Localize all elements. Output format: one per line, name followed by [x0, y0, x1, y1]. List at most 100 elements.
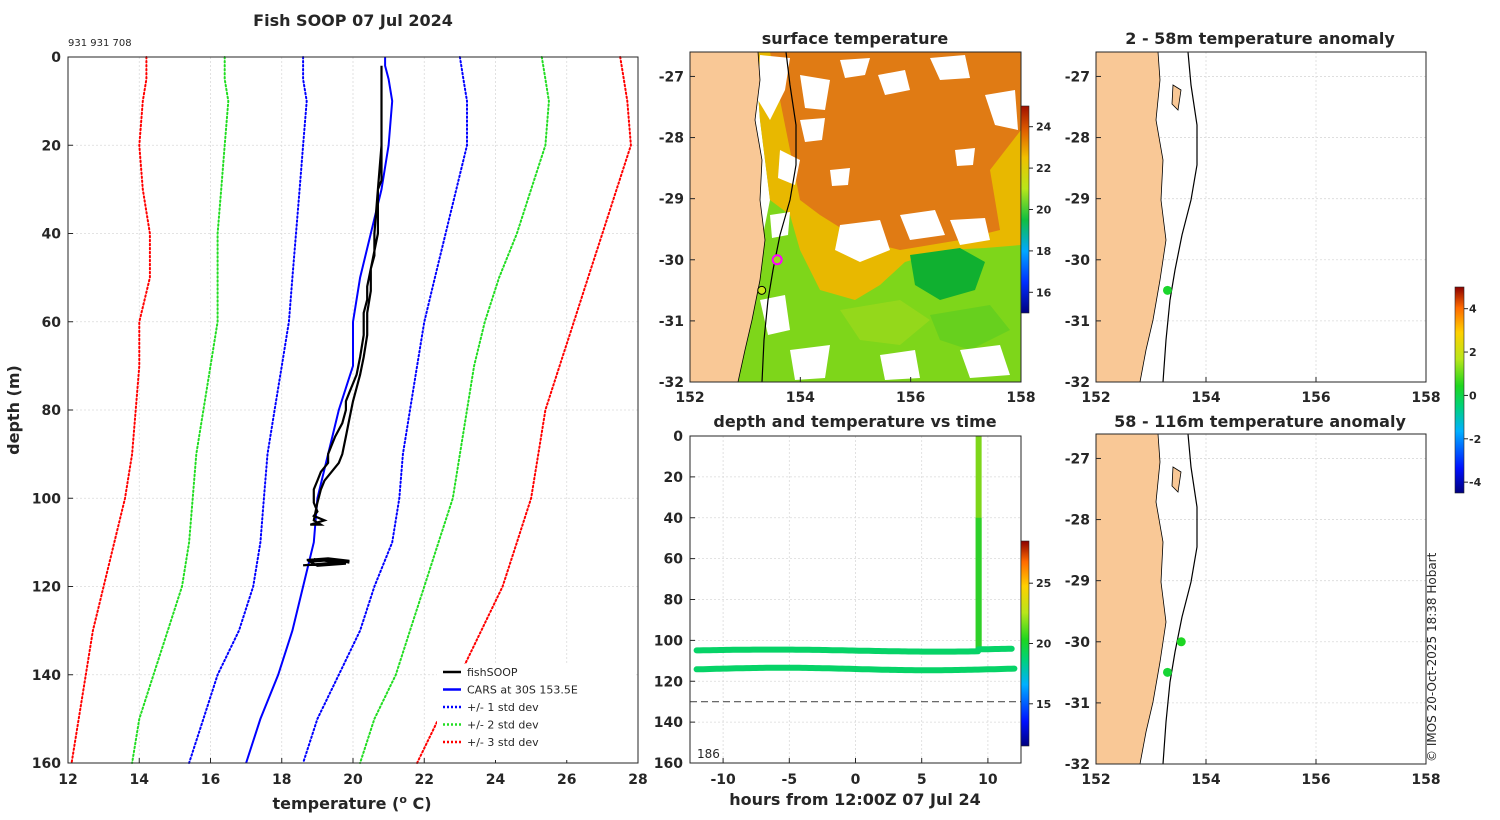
time-panel: depth and temperature vs time -10 -5 0 5 100… [654, 412, 1052, 809]
anomaly-shallow-land [1096, 52, 1167, 382]
time-x-tick: -10 [710, 772, 736, 788]
profile-ylabel: depth (m) [4, 365, 23, 455]
anomaly-deep-ticks: 152 154 156 158 -27 -28 -29 -30 -31 -32 [1065, 451, 1441, 788]
time-colorbar [1020, 540, 1030, 747]
time-x-tick: 0 [851, 772, 861, 788]
legend-label: fishSOOP [467, 666, 518, 679]
anomaly-deep-contour [1162, 434, 1198, 764]
time-track-after [975, 645, 1015, 653]
sst-field [736, 52, 1021, 382]
anomaly-deep-x-tick: 152 [1081, 772, 1110, 788]
sst-colorbar [1020, 105, 1030, 314]
time-colorbar-tick: 15 [1036, 698, 1051, 711]
sst-colorbar-tick: 18 [1036, 245, 1051, 258]
anomaly-shallow-axes-box [1095, 51, 1427, 383]
sst-x-tick: 156 [896, 390, 925, 406]
time-x-tick: 5 [917, 772, 927, 788]
profile-x-tick: 16 [201, 772, 220, 788]
profile-y-tick: 160 [32, 756, 61, 772]
time-title: depth and temperature vs time [713, 412, 996, 431]
anomaly-deep-title: 58 - 116m temperature anomaly [1114, 412, 1406, 431]
sst-colorbar-tick: 22 [1036, 162, 1051, 175]
profile-x-tick: 24 [486, 772, 506, 788]
anomaly-deep-y-tick: -30 [1065, 635, 1091, 651]
anomaly-colorbar-tick: -4 [1469, 476, 1482, 489]
anomaly-shallow-y-tick: -27 [1065, 69, 1090, 85]
sst-cold-patch [910, 248, 985, 300]
sst-position-marker [771, 254, 783, 266]
anomaly-shallow-x-tick: 154 [1191, 390, 1220, 406]
time-xlabel: hours from 12:00Z 07 Jul 24 [729, 790, 980, 809]
time-y-tick: 120 [654, 674, 683, 690]
profile-y-tick: 80 [42, 403, 62, 419]
profile-x-tick: 20 [343, 772, 363, 788]
anomaly-shallow-contour [1162, 52, 1198, 382]
sst-x-tick: 152 [675, 390, 704, 406]
profile-series--1-std-dev [188, 56, 308, 764]
anomaly-shallow-x-tick: 152 [1081, 390, 1110, 406]
anomaly-deep-y-tick: -31 [1065, 696, 1090, 712]
profile-x-tick: 18 [272, 772, 291, 788]
sst-shelf-contour [761, 52, 797, 382]
profile-series--3-std-dev [70, 56, 151, 764]
profile-ticks: 12 14 16 18 20 22 24 26 28 0 20 40 60 80 100 120 140 160 [32, 50, 648, 788]
anomaly-deep-point [1163, 667, 1172, 677]
anomaly-deep-panel: 58 - 116m temperature anomaly 152 154 156 1… [1065, 412, 1441, 788]
anomaly-shallow-y-tick: -30 [1065, 253, 1091, 269]
sst-title: surface temperature [762, 29, 949, 48]
time-y-tick: 140 [654, 715, 683, 731]
sst-markers [757, 254, 783, 295]
anomaly-shallow-title: 2 - 58m temperature anomaly [1125, 29, 1395, 48]
profile-x-tick: 14 [130, 772, 150, 788]
profile-panel: Fish SOOP 07 Jul 2024 931 931 708 12 14 16… [4, 11, 648, 813]
profile-series--2-std-dev [131, 56, 230, 764]
sst-panel: surface temperature [659, 29, 1052, 406]
profile-y-tick: 40 [42, 227, 62, 243]
anomaly-deep-x-tick: 154 [1191, 772, 1220, 788]
sst-x-tick: 154 [786, 390, 815, 406]
anomaly-deep-x-tick: 156 [1301, 772, 1330, 788]
profile-title: Fish SOOP 07 Jul 2024 [253, 11, 453, 30]
profile-series [70, 56, 632, 764]
legend-label: +/- 2 std dev [467, 719, 539, 732]
legend-label: +/- 3 std dev [467, 736, 539, 749]
anomaly-shallow-y-tick: -29 [1065, 192, 1090, 208]
anomaly-deep-y-tick: -32 [1065, 757, 1090, 773]
copyright-note: © IMOS 20-Oct-2025 18:38 Hobart [1425, 552, 1439, 762]
anomaly-shallow-y-tick: -31 [1065, 314, 1090, 330]
anomaly-shallow-y-tick: -28 [1065, 131, 1090, 147]
sst-y-tick: -28 [659, 131, 684, 147]
time-tracks [693, 436, 1018, 674]
time-y-tick: 40 [664, 511, 684, 527]
sst-x-tick: 158 [1006, 390, 1035, 406]
anomaly-colorbar-tick: 2 [1469, 346, 1477, 359]
sst-y-tick: -30 [659, 253, 685, 269]
sst-station-marker [757, 285, 767, 295]
time-colorbar-tick: 25 [1036, 577, 1051, 590]
time-y-tick: 20 [664, 470, 684, 486]
profile-series-fishsoop [309, 65, 383, 526]
anomaly-deep-point [1176, 637, 1186, 647]
sst-ticks: 152 154 156 158 -27 -28 -29 -30 -31 -32 [659, 69, 1036, 406]
sst-warm-region [770, 52, 1021, 250]
sst-colorbar-tick: 20 [1036, 204, 1052, 217]
anomaly-shallow-ticks: 152 154 156 158 -27 -28 -29 -30 -31 -32 [1065, 69, 1441, 406]
profile-series-fishsoop-cluster [303, 557, 350, 567]
time-y-tick: 160 [654, 756, 683, 772]
anomaly-colorbar-group: -4 -2 0 2 4 [1454, 286, 1482, 494]
time-x-tick: 10 [978, 772, 998, 788]
profile-legend: fishSOOP CARS at 30S 153.5E +/- 1 std dev +… [437, 664, 635, 760]
time-y-tick: 60 [664, 552, 684, 568]
time-y-tick: 80 [664, 593, 684, 609]
anomaly-shallow-y-tick: -32 [1065, 375, 1090, 391]
profile-x-tick: 28 [628, 772, 647, 788]
anomaly-shallow-point [1163, 285, 1172, 295]
profile-x-tick: 12 [58, 772, 77, 788]
profile-y-tick: 120 [32, 580, 61, 596]
sst-y-tick: -31 [659, 314, 684, 330]
anomaly-deep-points [1163, 637, 1186, 677]
anomaly-colorbar-ticks: -4 -2 0 2 4 [1464, 303, 1482, 489]
time-colorbar-ticks: 15 20 25 [1029, 577, 1052, 711]
